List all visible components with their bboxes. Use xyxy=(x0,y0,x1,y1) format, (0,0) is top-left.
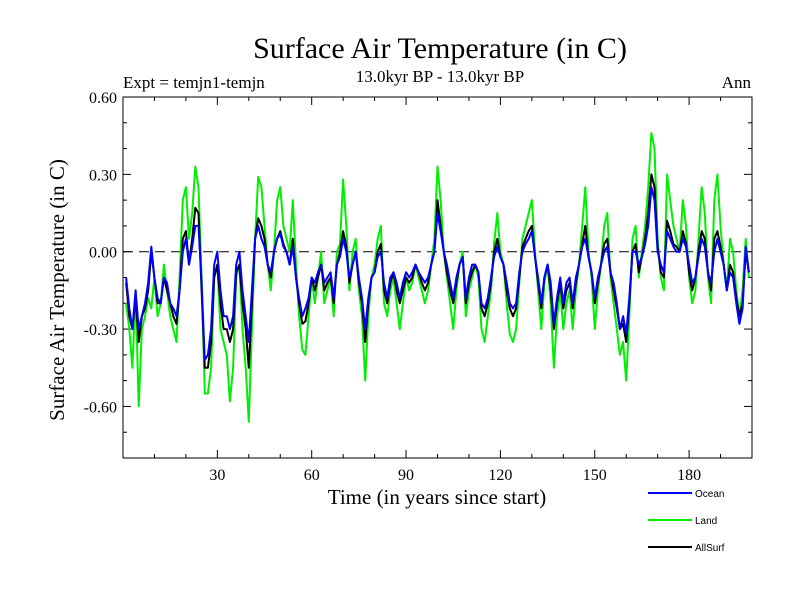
y-tick-label: 0.60 xyxy=(89,90,117,107)
chart-title: Surface Air Temperature (in C) xyxy=(253,32,627,65)
season-label: Ann xyxy=(722,73,752,92)
legend-label-allsurf: AllSurf xyxy=(695,543,725,554)
x-tick-label: 60 xyxy=(304,467,320,484)
x-axis-label: Time (in years since start) xyxy=(328,485,547,509)
legend-label-land: Land xyxy=(695,516,717,527)
x-tick-label: 180 xyxy=(677,467,701,484)
y-tick-label: 0.00 xyxy=(89,245,117,262)
experiment-label: Expt = temjn1-temjn xyxy=(123,73,265,92)
plot-area: -0.60 -0.30 0.00 0.30 0.60 30 60 90 120 150 180 xyxy=(84,90,753,484)
series-line-land xyxy=(125,132,750,423)
x-tick-label: 120 xyxy=(488,467,512,484)
x-tick-label: 150 xyxy=(583,467,607,484)
chart-subtitle: 13.0kyr BP - 13.0kyr BP xyxy=(356,67,524,86)
y-tick-label: -0.60 xyxy=(84,399,117,416)
y-axis-label: Surface Air Temperature (in C) xyxy=(45,159,69,421)
x-tick-label: 30 xyxy=(209,467,225,484)
x-tick-label: 90 xyxy=(398,467,414,484)
legend-label-ocean: Ocean xyxy=(695,489,724,500)
series-line-ocean xyxy=(125,186,750,361)
y-tick-label: 0.30 xyxy=(89,167,117,184)
y-tick-label: -0.30 xyxy=(84,322,117,339)
legend: Ocean Land AllSurf xyxy=(648,489,725,554)
